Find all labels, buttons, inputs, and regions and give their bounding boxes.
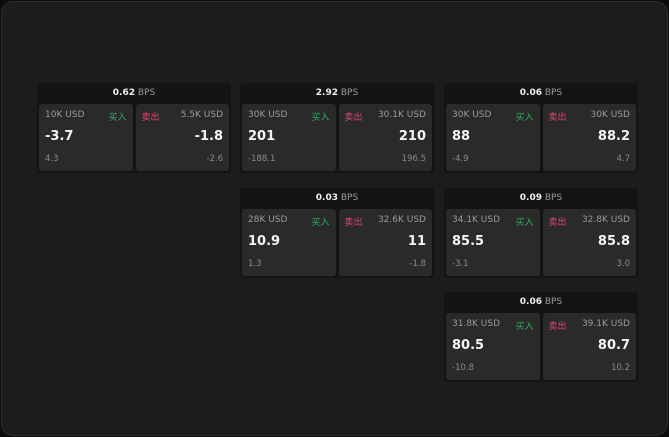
bid-change: 1.3	[248, 259, 262, 269]
sell-label: 卖出	[141, 113, 160, 123]
buy-panel[interactable]: 10K USD 买入 -3.7 4.3	[39, 104, 133, 171]
bid-change: -3.1	[452, 259, 469, 269]
sell-label: 卖出	[344, 113, 363, 123]
bid-change: -10.8	[452, 363, 474, 373]
bid-size: 30K USD	[452, 110, 492, 120]
spread-value: 0.06	[519, 297, 542, 307]
spread-header: 0.62 BPS	[37, 83, 231, 104]
ask-price: 88.2	[597, 129, 630, 144]
ask-size: 39.1K USD	[581, 319, 630, 329]
sell-panel[interactable]: 卖出 30.1K USD 210 196.5	[338, 104, 432, 171]
spread-header: 0.06 BPS	[444, 83, 638, 104]
spread-header: 0.03 BPS	[240, 188, 434, 209]
bid-price: -3.7	[45, 129, 74, 144]
spread-unit: BPS	[544, 297, 563, 307]
ask-change: 3.0	[616, 259, 630, 269]
quote-card: 0.06 BPS 30K USD 买入 88 -4.9 卖出 30K USD 88.…	[444, 83, 638, 173]
spread-header: 0.09 BPS	[444, 188, 638, 209]
ask-size: 5.5K USD	[180, 110, 223, 120]
ask-change: 10.2	[611, 363, 630, 373]
bid-change: 4.3	[45, 154, 59, 164]
bid-size: 31.8K USD	[452, 319, 501, 329]
bid-size: 30K USD	[248, 110, 288, 120]
buy-panel[interactable]: 30K USD 买入 88 -4.9	[446, 104, 540, 171]
sell-label: 卖出	[548, 322, 567, 332]
sell-panel[interactable]: 卖出 30K USD 88.2 4.7	[542, 104, 636, 171]
buy-panel[interactable]: 30K USD 买入 201 -188.1	[242, 104, 336, 171]
ask-size: 30.1K USD	[377, 110, 426, 120]
buy-label: 买入	[311, 113, 330, 123]
ask-price: 80.7	[597, 338, 630, 353]
ask-price: 11	[407, 234, 426, 249]
ask-price: -1.8	[194, 129, 223, 144]
buy-label: 买入	[311, 218, 330, 228]
bid-change: -188.1	[248, 154, 276, 164]
quote-card: 0.03 BPS 28K USD 买入 10.9 1.3 卖出 32.6K USD …	[240, 188, 434, 278]
buy-panel[interactable]: 31.8K USD 买入 80.5 -10.8	[446, 313, 540, 380]
spread-value: 2.92	[315, 88, 338, 98]
ask-size: 32.8K USD	[581, 215, 630, 225]
sell-label: 卖出	[344, 218, 363, 228]
buy-label: 买入	[515, 218, 534, 228]
sell-label: 卖出	[548, 113, 567, 123]
bid-size: 34.1K USD	[452, 215, 501, 225]
spread-unit: BPS	[544, 88, 563, 98]
bid-price: 85.5	[452, 234, 485, 249]
sell-panel[interactable]: 卖出 5.5K USD -1.8 -2.6	[135, 104, 229, 171]
spread-value: 0.09	[519, 193, 542, 203]
sell-panel[interactable]: 卖出 39.1K USD 80.7 10.2	[542, 313, 636, 380]
spread-header: 2.92 BPS	[240, 83, 434, 104]
spread-value: 0.06	[519, 88, 542, 98]
bid-size: 10K USD	[45, 110, 85, 120]
quote-card: 0.06 BPS 31.8K USD 买入 80.5 -10.8 卖出 39.1K …	[444, 292, 638, 382]
bid-price: 80.5	[452, 338, 485, 353]
ask-size: 30K USD	[590, 110, 630, 120]
spread-value: 0.62	[112, 88, 135, 98]
sell-label: 卖出	[548, 218, 567, 228]
bid-change: -4.9	[452, 154, 469, 164]
ask-change: 4.7	[616, 154, 630, 164]
ask-size: 32.6K USD	[377, 215, 426, 225]
sell-panel[interactable]: 卖出 32.8K USD 85.8 3.0	[542, 209, 636, 276]
buy-panel[interactable]: 34.1K USD 买入 85.5 -3.1	[446, 209, 540, 276]
ask-price: 210	[398, 129, 426, 144]
ask-change: -2.6	[206, 154, 223, 164]
buy-panel[interactable]: 28K USD 买入 10.9 1.3	[242, 209, 336, 276]
bid-price: 201	[248, 129, 276, 144]
buy-label: 买入	[108, 113, 127, 123]
spread-unit: BPS	[340, 193, 359, 203]
ask-change: 196.5	[401, 154, 426, 164]
spread-header: 0.06 BPS	[444, 292, 638, 313]
ask-change: -1.8	[409, 259, 426, 269]
spread-value: 0.03	[315, 193, 338, 203]
bid-price: 10.9	[248, 234, 281, 249]
spread-unit: BPS	[340, 88, 359, 98]
sell-panel[interactable]: 卖出 32.6K USD 11 -1.8	[338, 209, 432, 276]
quote-card: 0.09 BPS 34.1K USD 买入 85.5 -3.1 卖出 32.8K U…	[444, 188, 638, 278]
bid-price: 88	[452, 129, 471, 144]
quote-card: 0.62 BPS 10K USD 买入 -3.7 4.3 卖出 5.5K USD -…	[37, 83, 231, 173]
quote-card: 2.92 BPS 30K USD 买入 201 -188.1 卖出 30.1K US…	[240, 83, 434, 173]
bid-size: 28K USD	[248, 215, 288, 225]
buy-label: 买入	[515, 322, 534, 332]
ask-price: 85.8	[597, 234, 630, 249]
spread-unit: BPS	[137, 88, 156, 98]
buy-label: 买入	[515, 113, 534, 123]
spread-unit: BPS	[544, 193, 563, 203]
